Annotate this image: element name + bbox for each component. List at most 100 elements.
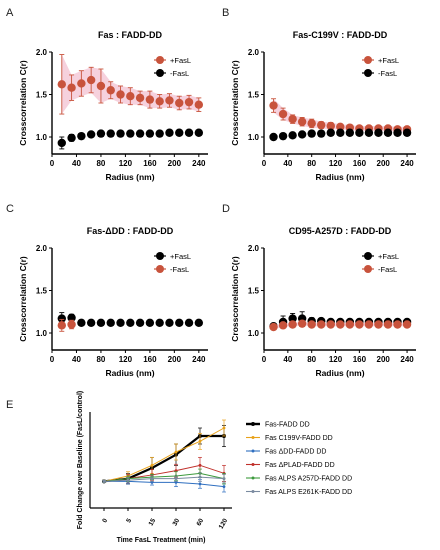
panel-d: CD95-A257D : FADD-DD 0 40 80 120 160 200 240 1.0… — [230, 226, 416, 378]
data-point — [155, 318, 164, 327]
y-axis-label: Crosscorrelation C(r) — [18, 256, 28, 342]
data-point — [145, 318, 155, 327]
data-point — [307, 129, 316, 138]
data-point — [174, 469, 178, 473]
data-point — [165, 318, 174, 327]
legend-marker — [364, 69, 372, 77]
data-point — [150, 463, 154, 467]
data-point — [96, 81, 106, 91]
data-point — [288, 314, 297, 323]
x-tick-label: 240 — [400, 159, 414, 168]
x-tick-label: 0 — [262, 159, 267, 168]
legend-marker — [364, 265, 372, 273]
data-point — [145, 95, 155, 104]
data-point — [393, 128, 402, 137]
x-tick-label: 120 — [119, 355, 133, 364]
data-point — [364, 320, 374, 329]
x-tick-label: 200 — [377, 355, 391, 364]
x-tick-label: 160 — [143, 159, 157, 168]
y-tick-label: 1.0 — [36, 329, 48, 338]
series-line — [104, 480, 225, 488]
data-point — [155, 129, 164, 138]
x-axis-label: Time FasL Treatment (min) — [117, 537, 206, 544]
legend-label: Fas ALPS A257D-FADD DD — [265, 476, 352, 483]
x-tick-label: 40 — [72, 355, 81, 364]
data-point — [194, 318, 204, 327]
data-point — [102, 479, 106, 483]
legend-marker — [251, 463, 255, 466]
data-point — [175, 318, 184, 327]
x-tick-label: 40 — [283, 355, 292, 364]
y-axis-label: Crosscorrelation C(r) — [230, 256, 240, 342]
data-point — [307, 320, 316, 329]
data-point — [393, 320, 402, 329]
data-point — [96, 318, 106, 327]
data-point — [57, 138, 66, 148]
x-axis-label: Radius (nm) — [315, 368, 364, 378]
data-point — [222, 426, 226, 430]
data-point — [383, 320, 393, 329]
y-axis-label: Fold Change over Baseline (FasL/control) — [77, 391, 84, 529]
y-tick-label: 1.0 — [248, 133, 260, 142]
y-tick-label: 1.5 — [248, 287, 260, 296]
x-tick-label: 80 — [96, 355, 105, 364]
data-point — [297, 117, 307, 126]
data-point — [374, 320, 383, 329]
data-point — [106, 129, 115, 138]
data-point — [297, 130, 307, 139]
data-point — [165, 96, 174, 105]
legend-marker — [251, 476, 255, 480]
data-point — [175, 98, 184, 108]
data-point — [116, 129, 125, 138]
y-tick-label: 1.0 — [248, 329, 260, 338]
data-point — [278, 321, 288, 330]
x-tick-label: 0 — [101, 517, 109, 524]
data-point — [96, 129, 106, 138]
y-tick-label: 1.5 — [36, 91, 48, 100]
data-point — [57, 80, 66, 89]
x-tick-label: 120 — [329, 355, 343, 364]
chart-title: Fas : FADD-DD — [98, 30, 163, 40]
data-point — [126, 92, 135, 101]
x-tick-label: 5 — [125, 517, 133, 524]
x-tick-label: 40 — [72, 159, 81, 168]
data-point — [175, 128, 184, 137]
series-1 — [269, 319, 412, 332]
legend-label: -FasL — [170, 69, 189, 78]
panel-letter: D — [222, 203, 230, 215]
legend-marker — [251, 436, 255, 439]
panel-e: 0 5 15 30 60 120 Time FasL Treatment (min) Fold… — [77, 391, 352, 544]
data-point — [288, 131, 297, 140]
legend-label: -FasL — [170, 265, 189, 274]
x-tick-label: 80 — [307, 355, 316, 364]
chart-title: Fas-ΔDD : FADD-DD — [87, 226, 174, 236]
legend-marker — [251, 449, 255, 453]
data-point — [345, 320, 355, 329]
y-tick-label: 1.5 — [36, 287, 48, 296]
x-tick-label: 0 — [50, 159, 55, 168]
data-point — [326, 121, 335, 131]
data-point — [198, 439, 202, 443]
data-point — [67, 83, 76, 92]
x-tick-label: 160 — [143, 355, 157, 364]
data-point — [222, 485, 226, 489]
x-tick-label: 40 — [283, 159, 292, 168]
panel-c: Fas-ΔDD : FADD-DD 0 40 80 120 160 200 240 1.0 1.5… — [18, 226, 208, 378]
y-tick-label: 2.0 — [36, 48, 48, 57]
data-point — [126, 318, 135, 327]
legend-marker — [251, 490, 255, 493]
data-point — [86, 130, 96, 139]
data-point — [297, 319, 307, 328]
data-point — [317, 320, 326, 329]
data-point — [317, 129, 326, 138]
data-point — [326, 128, 335, 137]
data-point — [402, 128, 412, 137]
legend-label: Fas C199V-FADD DD — [265, 435, 333, 442]
x-tick-label: 80 — [96, 159, 105, 168]
data-point — [288, 114, 297, 124]
data-point — [126, 129, 135, 138]
y-axis-label: Crosscorrelation C(r) — [230, 60, 240, 146]
legend-marker — [364, 56, 372, 64]
data-point — [135, 318, 145, 327]
